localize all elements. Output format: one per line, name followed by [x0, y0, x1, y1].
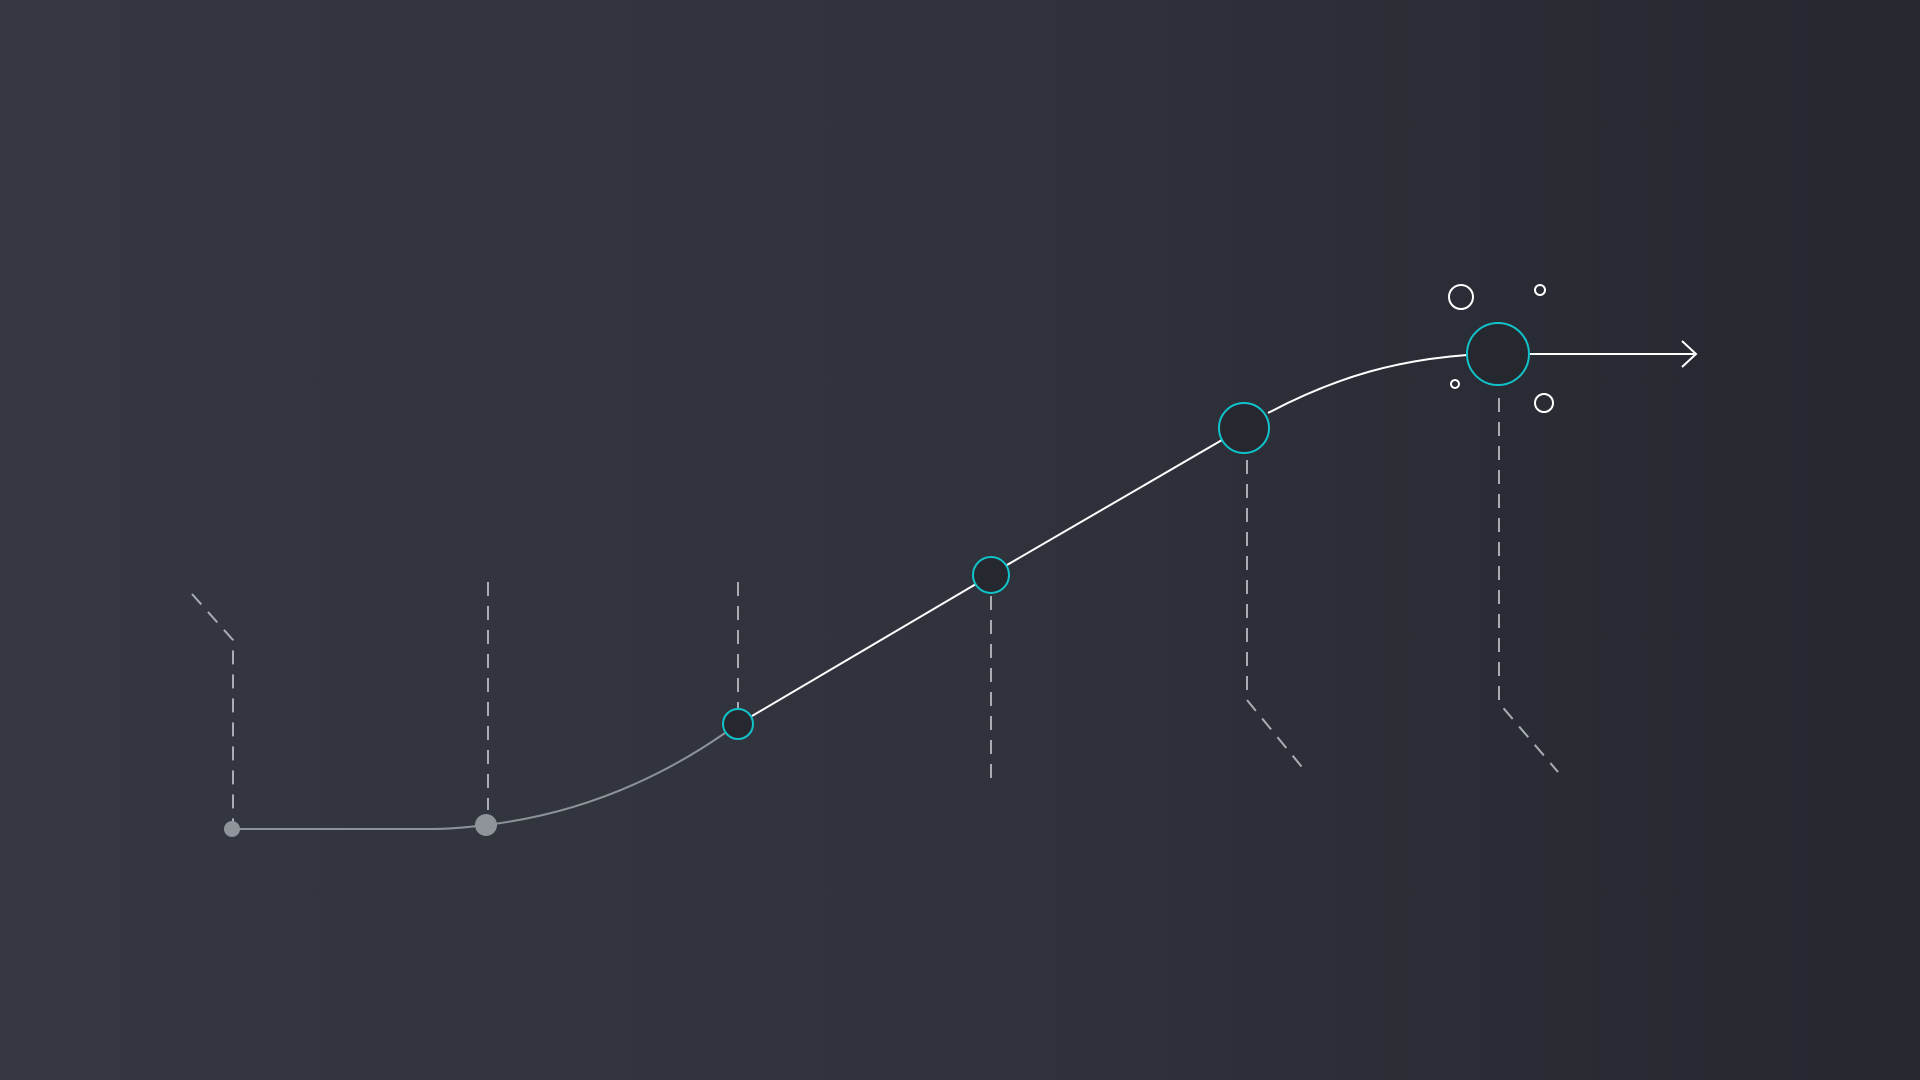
stage-node-1: [224, 821, 240, 837]
stage-node-5: [1218, 402, 1270, 454]
arrow-right-icon: [1681, 340, 1698, 368]
guide-line-stage-1: [191, 593, 234, 830]
sparkle-circle: [1448, 284, 1474, 310]
stage-node-4: [972, 556, 1010, 594]
curve-segment-plateau: [1267, 354, 1468, 414]
curve-segment-linear-2: [1006, 439, 1223, 566]
guide-line-stage-5: [1246, 460, 1307, 773]
sparkle-circle: [1534, 393, 1554, 413]
growth-curve: [232, 353, 1694, 830]
guide-lines: [191, 398, 1559, 830]
stage-node-3: [722, 708, 754, 740]
burst-circles-icon: [1448, 284, 1554, 413]
stage-node-2: [475, 814, 497, 836]
stage-nodes: [224, 322, 1530, 837]
sparkle-circle: [1450, 379, 1460, 389]
stage-node-6: [1466, 322, 1530, 386]
sparkle-circle: [1534, 284, 1546, 296]
curve-segment-rise: [485, 732, 726, 826]
guide-line-stage-6: [1498, 398, 1559, 773]
curve-segment-linear: [751, 583, 977, 717]
curve-segment-flat: [232, 824, 487, 830]
